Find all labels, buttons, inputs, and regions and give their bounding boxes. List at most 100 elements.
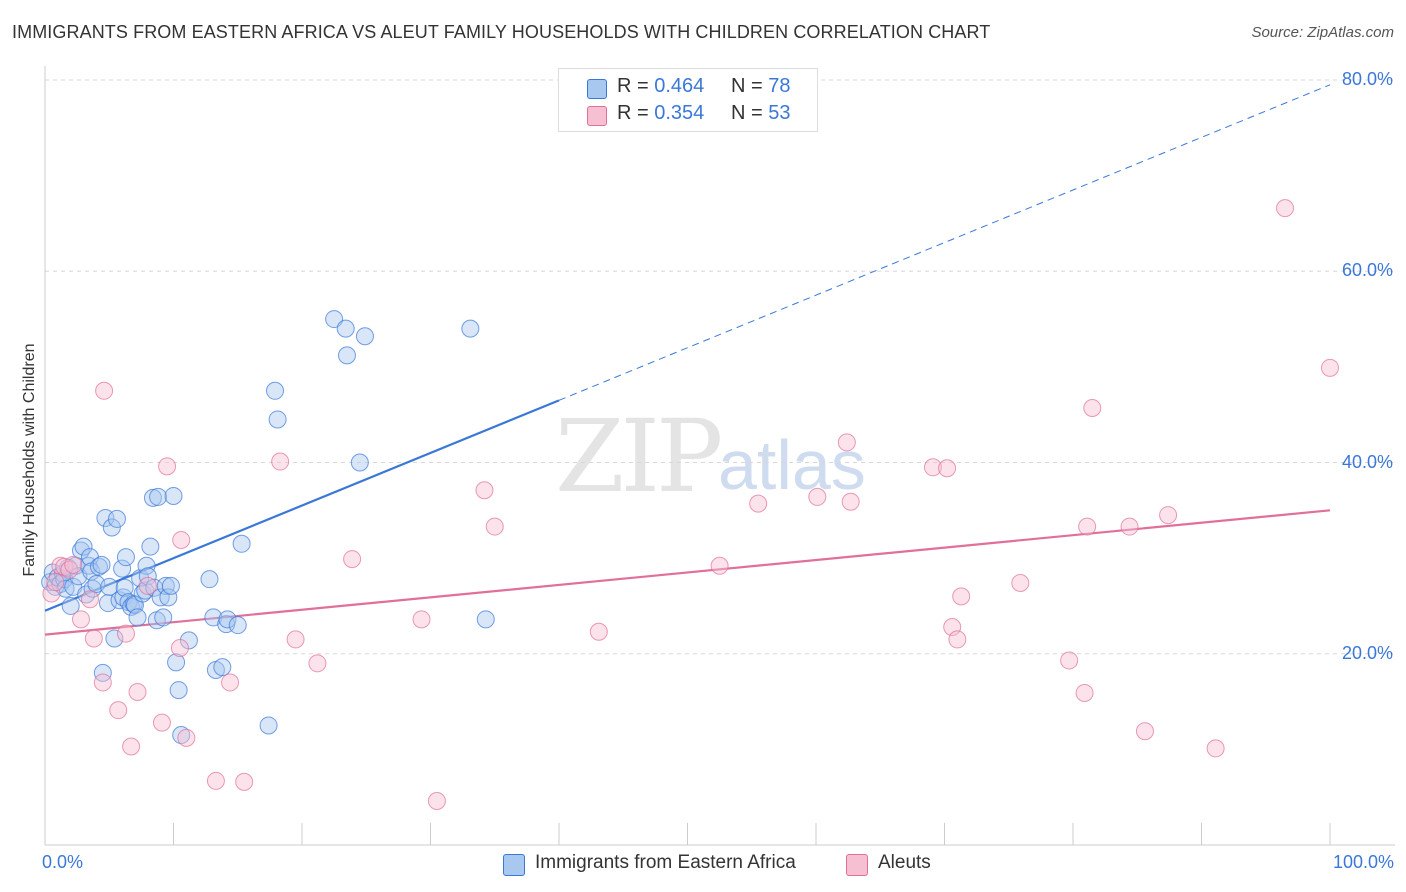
data-point-eastern-africa (92, 555, 111, 574)
source-credit: Source: ZipAtlas.com (1251, 24, 1394, 41)
data-point-eastern-africa (268, 410, 287, 429)
y-tick-label: 60.0% (1341, 260, 1393, 281)
data-points (41, 199, 1339, 811)
data-point-aleuts (412, 610, 431, 629)
data-point-aleuts (1206, 739, 1225, 758)
data-point-eastern-africa (355, 327, 374, 346)
data-point-eastern-africa (159, 588, 178, 607)
data-point-eastern-africa (143, 488, 162, 507)
data-point-aleuts (1075, 683, 1094, 702)
data-point-aleuts (1060, 651, 1079, 670)
data-point-aleuts (589, 622, 608, 641)
data-point-aleuts (948, 630, 967, 649)
trend-line-eastern-africa-extrapolated (558, 84, 1331, 401)
data-point-eastern-africa (167, 653, 186, 672)
y-tick-label: 40.0% (1341, 451, 1393, 472)
data-point-eastern-africa (161, 576, 180, 595)
data-point-aleuts (427, 792, 446, 811)
data-point-aleuts (170, 639, 189, 658)
stats-legend-box: R = 0.464 N = 78 R = 0.354 N = 53 (558, 68, 818, 132)
data-point-aleuts (938, 459, 957, 478)
data-point-eastern-africa (461, 319, 480, 338)
data-point-aleuts (343, 550, 362, 569)
data-point-eastern-africa (218, 610, 237, 629)
data-point-eastern-africa (115, 578, 134, 597)
stats-swatch-blue (587, 79, 607, 99)
y-tick-label: 80.0% (1341, 69, 1393, 89)
data-point-aleuts (42, 584, 61, 603)
data-point-aleuts (158, 457, 177, 476)
data-point-aleuts (235, 772, 254, 791)
stats-n-label: N = (731, 75, 769, 97)
data-point-eastern-africa (116, 548, 135, 567)
data-point-aleuts (177, 728, 196, 747)
data-point-eastern-africa (151, 588, 170, 607)
data-point-eastern-africa (179, 631, 198, 650)
stats-r-label: R = (617, 102, 655, 124)
data-point-eastern-africa (337, 346, 356, 365)
data-point-eastern-africa (169, 681, 188, 700)
data-point-aleuts (109, 701, 128, 720)
data-point-aleuts (749, 494, 768, 513)
data-point-eastern-africa (154, 608, 173, 627)
axes (44, 66, 1395, 846)
data-point-eastern-africa (232, 534, 251, 553)
trend-line-eastern-africa (44, 399, 560, 612)
trend-line-aleuts (44, 509, 1331, 636)
data-point-eastern-africa (74, 537, 93, 556)
data-point-eastern-africa (102, 518, 121, 537)
x-tick-label: 0.0% (42, 852, 84, 872)
data-point-eastern-africa (164, 486, 183, 505)
data-point-aleuts (172, 530, 191, 549)
data-point-aleuts (1011, 573, 1030, 592)
data-point-eastern-africa (124, 595, 143, 614)
data-point-aleuts (122, 737, 141, 756)
data-point-aleuts (1083, 398, 1102, 417)
data-point-aleuts (71, 610, 90, 629)
data-point-aleuts (128, 683, 147, 701)
data-point-aleuts (64, 555, 83, 574)
data-point-aleuts (1159, 506, 1178, 525)
data-point-aleuts (271, 452, 290, 471)
data-point-aleuts (55, 557, 74, 576)
data-point-eastern-africa (93, 663, 112, 682)
stats-n-value: 78 (768, 75, 791, 97)
data-point-aleuts (95, 381, 114, 400)
data-point-aleuts (710, 556, 729, 575)
data-point-eastern-africa (266, 381, 285, 400)
legend-swatch-blue (503, 854, 525, 876)
watermark-atlas: atlas (718, 426, 866, 504)
data-point-eastern-africa (149, 487, 168, 506)
data-point-eastern-africa (128, 608, 147, 627)
legend-label: Aleuts (878, 852, 931, 873)
stats-n-label: N = (731, 102, 769, 124)
data-point-eastern-africa (113, 559, 132, 578)
data-point-eastern-africa (141, 537, 160, 556)
data-point-eastern-africa (156, 576, 175, 595)
data-point-eastern-africa (200, 570, 219, 589)
data-point-eastern-africa (336, 319, 355, 338)
data-point-aleuts (923, 458, 942, 477)
chart-title: IMMIGRANTS FROM EASTERN AFRICA VS ALEUT … (12, 22, 991, 42)
data-point-aleuts (1120, 517, 1139, 536)
legend-label: Immigrants from Eastern Africa (535, 852, 796, 873)
data-point-aleuts (952, 587, 971, 606)
data-point-aleuts (46, 573, 65, 592)
data-point-aleuts (308, 654, 327, 673)
watermark-zip: ZIP (555, 398, 723, 515)
stats-r-label: R = (617, 75, 655, 97)
trend-lines (44, 84, 1331, 636)
data-point-aleuts (808, 487, 827, 506)
data-point-aleuts (1276, 199, 1295, 218)
data-point-aleuts (80, 590, 99, 609)
data-point-aleuts (152, 713, 171, 732)
data-point-eastern-africa (105, 629, 124, 648)
legend-swatch-pink (846, 854, 868, 876)
data-point-aleuts (837, 433, 856, 452)
data-point-aleuts (93, 673, 112, 692)
stats-r-value: 0.464 (654, 75, 705, 97)
data-point-aleuts (116, 624, 135, 643)
stats-swatch-pink (587, 106, 607, 126)
stats-n-value: 53 (768, 102, 791, 124)
data-point-aleuts (485, 517, 504, 536)
